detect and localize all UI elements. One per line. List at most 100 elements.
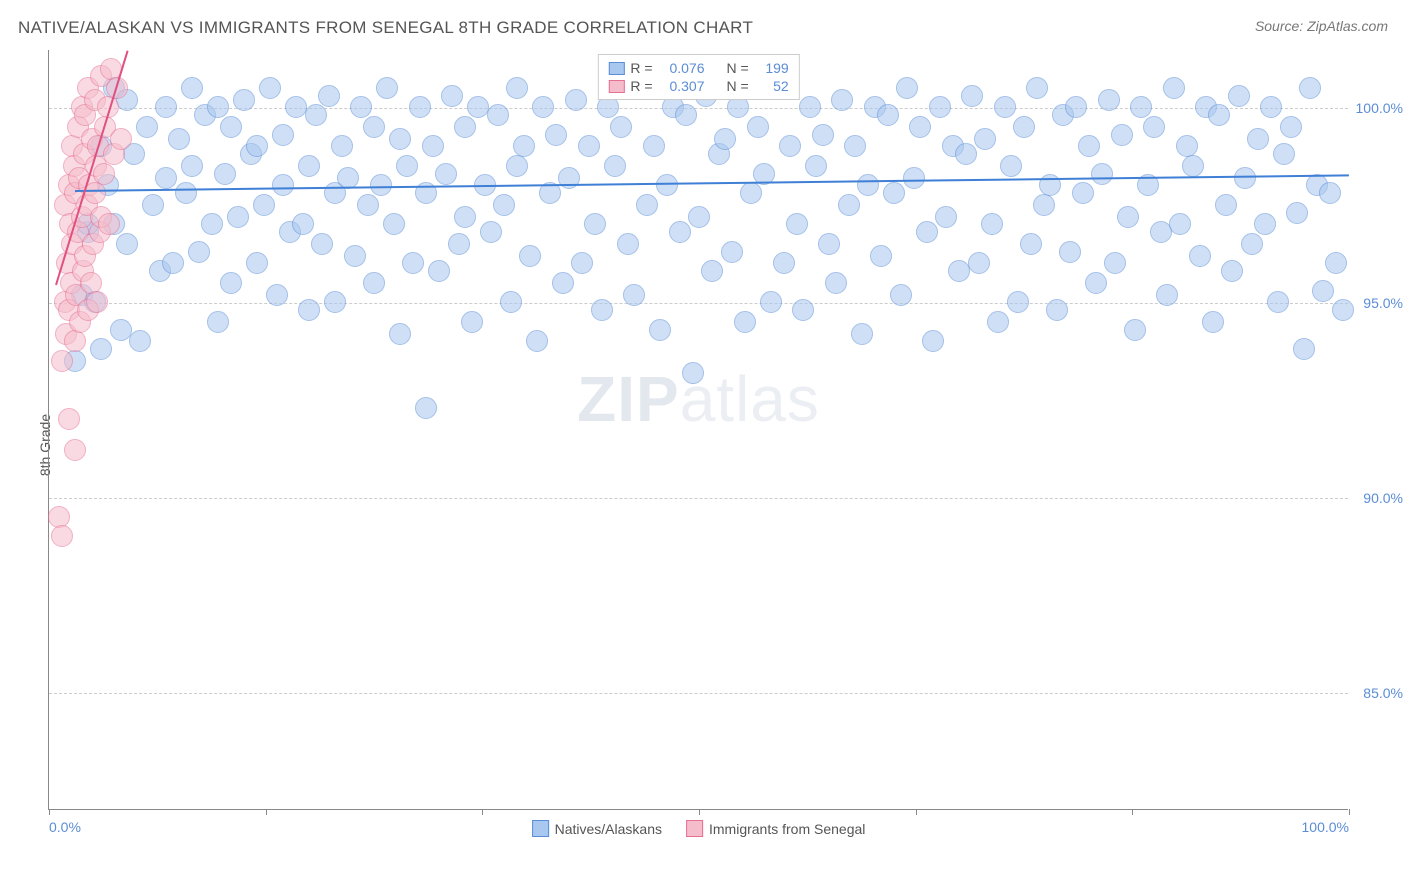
scatter-point [883,182,905,204]
scatter-point [922,330,944,352]
legend-r-label: R = [630,78,652,94]
scatter-point [246,135,268,157]
scatter-point [519,245,541,267]
x-tick-label: 0.0% [49,819,81,835]
scatter-point [1241,233,1263,255]
scatter-point [155,167,177,189]
scatter-point [1072,182,1094,204]
scatter-point [779,135,801,157]
plot-area: ZIPatlas R =0.076N =199R =0.307N =52 Nat… [48,50,1348,810]
scatter-point [1202,311,1224,333]
legend-swatch [608,62,624,75]
scatter-point [1280,116,1302,138]
scatter-point [688,206,710,228]
scatter-point [1098,89,1120,111]
x-tick [699,809,700,815]
scatter-point [51,350,73,372]
scatter-point [272,174,294,196]
legend-series-label: Immigrants from Senegal [709,821,865,837]
scatter-point [168,128,190,150]
legend-r-value: 0.307 [659,78,705,94]
scatter-point [1325,252,1347,274]
gridline [49,303,1348,304]
scatter-point [201,213,223,235]
legend-swatch [686,820,703,837]
scatter-point [812,124,834,146]
scatter-point [1163,77,1185,99]
scatter-point [389,323,411,345]
scatter-point [142,194,164,216]
scatter-point [760,291,782,313]
scatter-point [649,319,671,341]
scatter-point [1124,319,1146,341]
scatter-point [422,135,444,157]
scatter-point [1267,291,1289,313]
scatter-point [396,155,418,177]
scatter-point [298,155,320,177]
scatter-point [129,330,151,352]
legend-n-value: 52 [755,78,789,94]
x-tick [49,809,50,815]
gridline [49,498,1348,499]
x-tick [482,809,483,815]
scatter-point [623,284,645,306]
scatter-point [311,233,333,255]
scatter-point [773,252,795,274]
scatter-point [714,128,736,150]
scatter-point [870,245,892,267]
scatter-point [500,291,522,313]
scatter-point [935,206,957,228]
scatter-point [1111,124,1133,146]
scatter-point [656,174,678,196]
scatter-point [487,104,509,126]
scatter-point [1156,284,1178,306]
scatter-point [1182,155,1204,177]
scatter-point [1208,104,1230,126]
scatter-point [136,116,158,138]
scatter-point [116,233,138,255]
scatter-point [207,311,229,333]
scatter-point [324,291,346,313]
legend-swatch [608,80,624,93]
scatter-point [214,163,236,185]
scatter-point [974,128,996,150]
scatter-point [331,135,353,157]
scatter-point [357,194,379,216]
scatter-point [363,272,385,294]
scatter-point [493,194,515,216]
scatter-point [1332,299,1354,321]
scatter-point [513,135,535,157]
y-tick-label: 95.0% [1363,295,1403,311]
scatter-point [162,252,184,274]
scatter-point [64,330,86,352]
scatter-point [1026,77,1048,99]
gridline [49,693,1348,694]
scatter-point [610,116,632,138]
scatter-point [318,85,340,107]
scatter-point [58,408,80,430]
scatter-point [532,96,554,118]
source-attribution: Source: ZipAtlas.com [1255,18,1388,34]
scatter-point [1117,206,1139,228]
x-tick [916,809,917,815]
scatter-point [747,116,769,138]
legend-series-label: Natives/Alaskans [555,821,662,837]
legend-n-label: N = [727,60,749,76]
scatter-point [786,213,808,235]
scatter-point [454,116,476,138]
scatter-point [831,89,853,111]
scatter-point [376,77,398,99]
scatter-point [851,323,873,345]
scatter-point [877,104,899,126]
scatter-point [987,311,1009,333]
scatter-point [1059,241,1081,263]
scatter-point [591,299,613,321]
scatter-point [246,252,268,274]
x-tick [1132,809,1133,815]
scatter-point [461,311,483,333]
scatter-point [220,272,242,294]
scatter-point [350,96,372,118]
scatter-point [1215,194,1237,216]
scatter-point [617,233,639,255]
scatter-point [363,116,385,138]
